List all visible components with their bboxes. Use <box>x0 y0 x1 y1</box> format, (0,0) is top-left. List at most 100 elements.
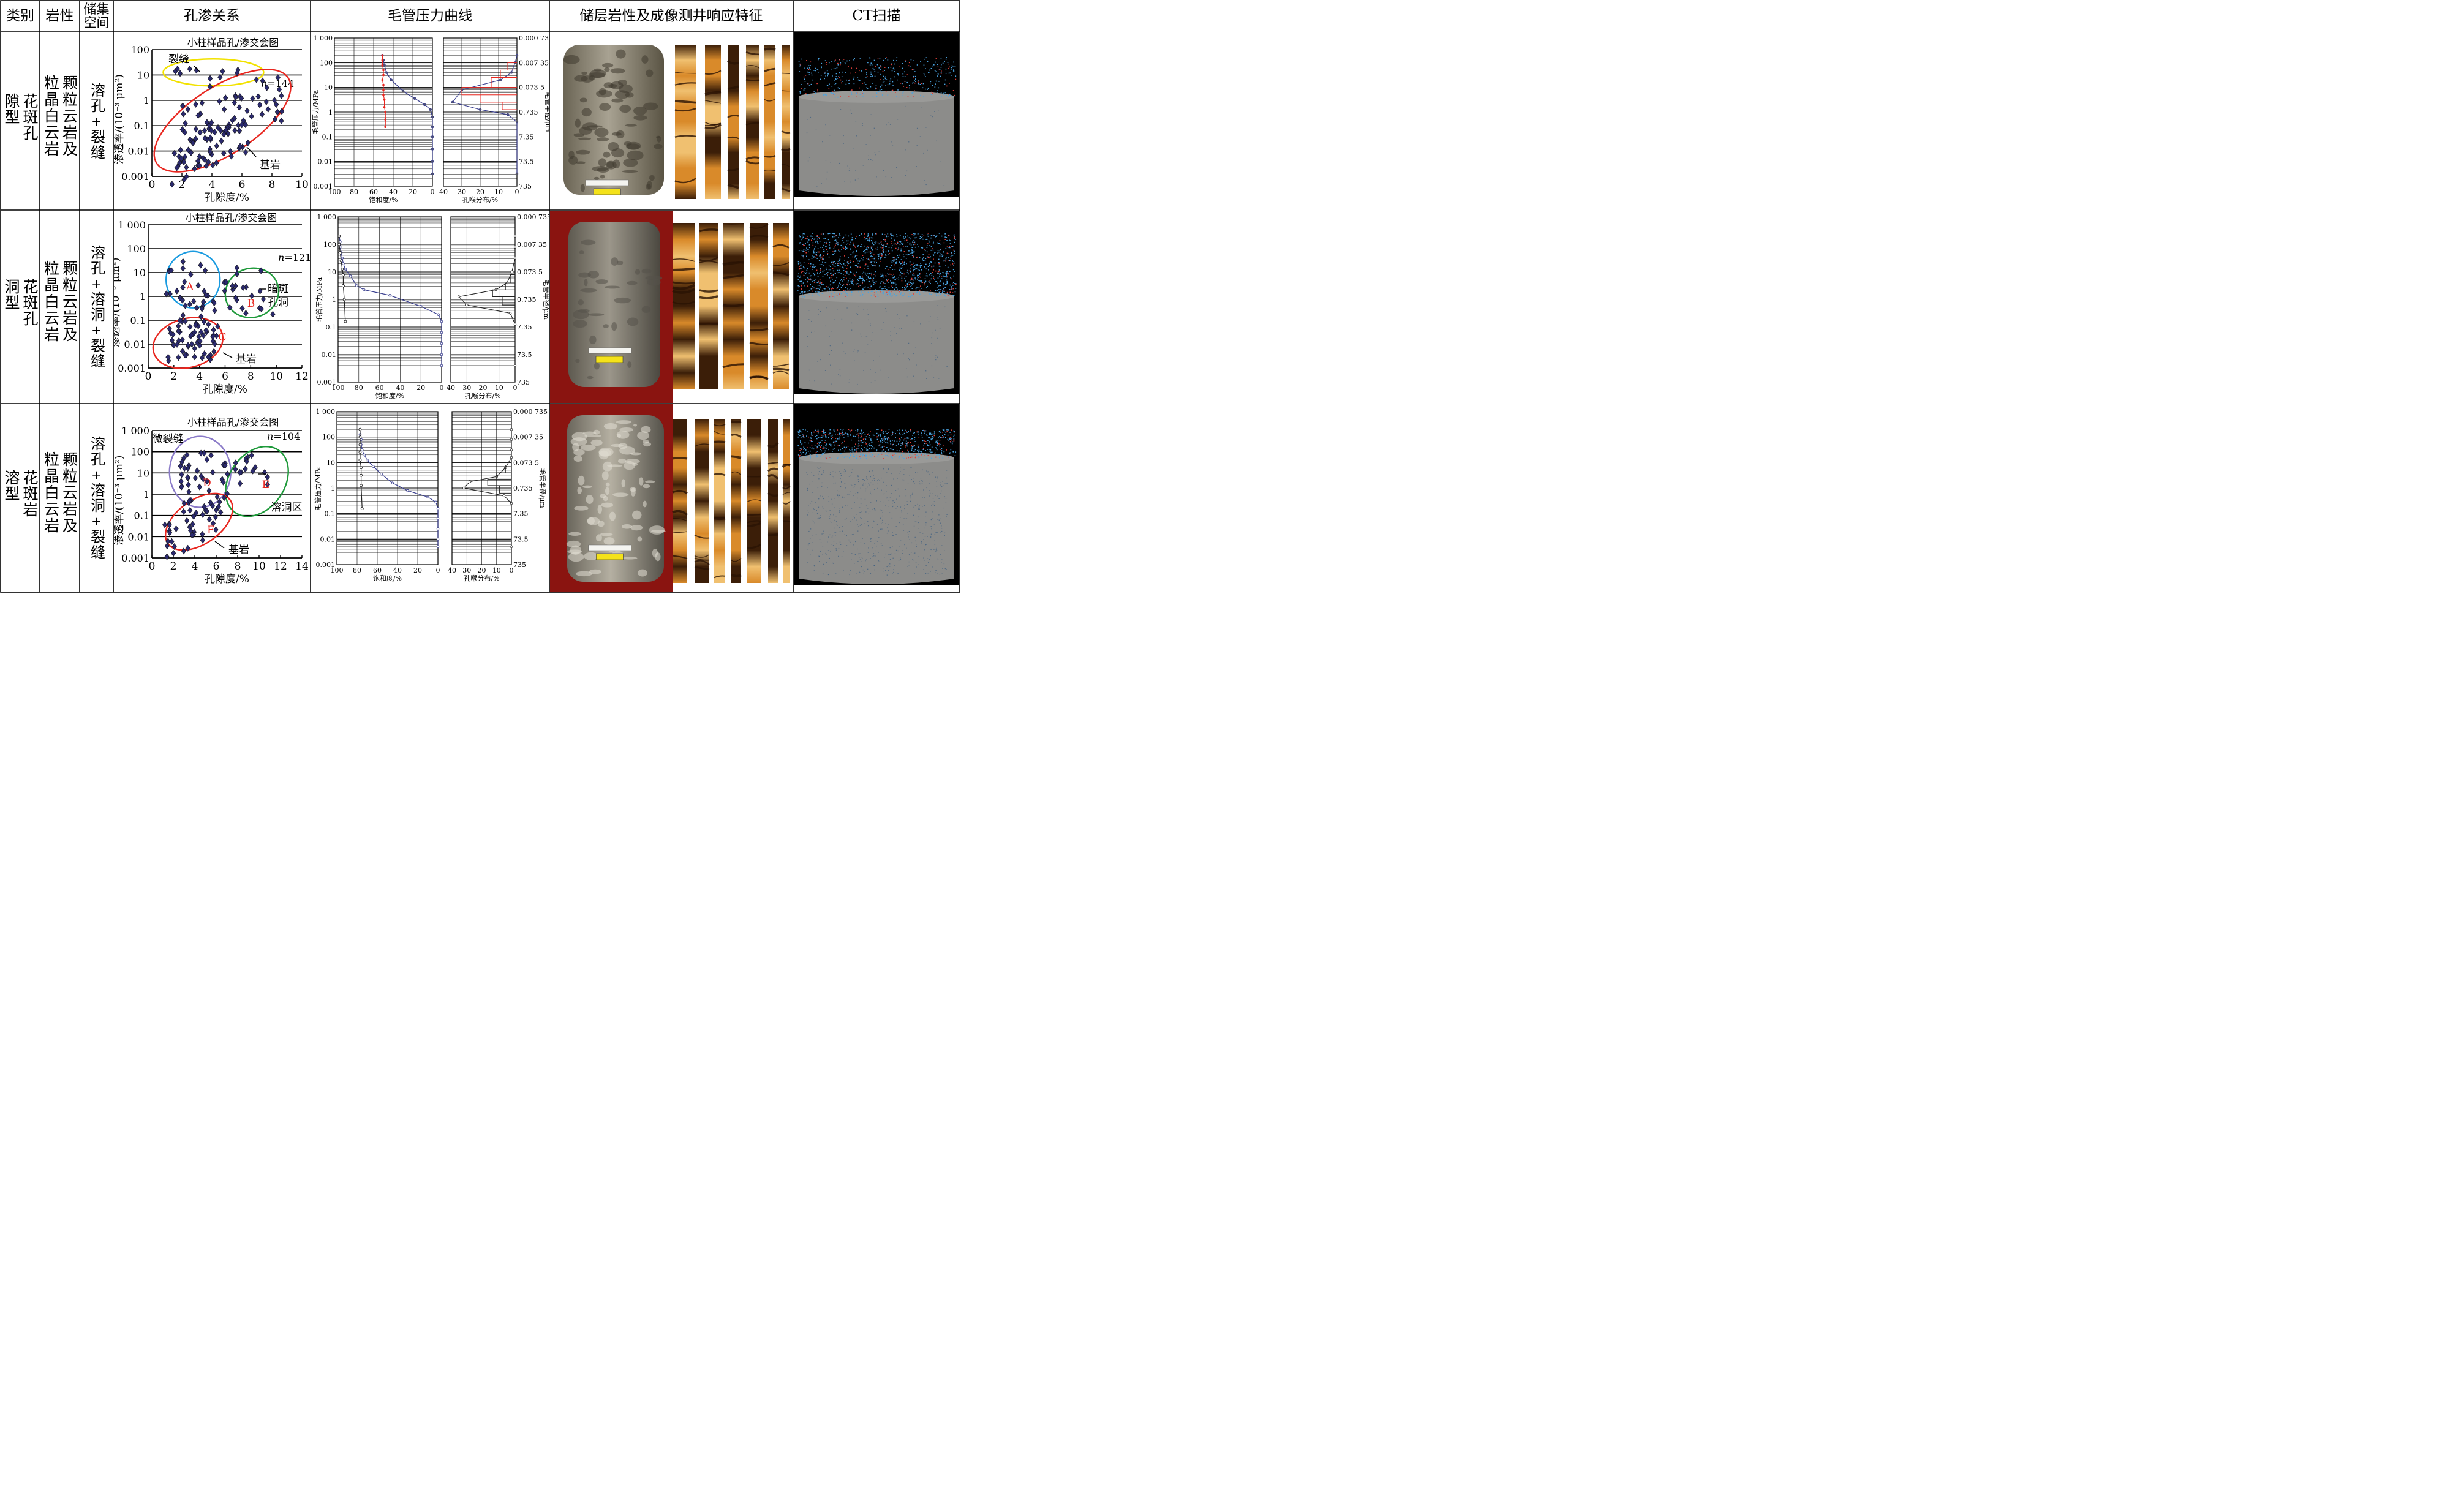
pore-voxel <box>880 86 881 88</box>
ct-lower-bg <box>794 197 959 209</box>
pore-voxel <box>845 246 846 247</box>
pore-voxel <box>911 247 913 248</box>
pore-voxel <box>933 277 935 279</box>
pore-voxel <box>856 92 858 94</box>
core-mottle <box>573 455 582 462</box>
pore-voxel <box>909 242 911 244</box>
data-point <box>233 94 239 101</box>
pore-voxel <box>872 265 873 266</box>
injection-point <box>429 108 432 111</box>
withdrawal-point <box>360 473 363 477</box>
pore-voxel <box>905 279 906 281</box>
pore-voxel <box>882 432 884 433</box>
pore-voxel <box>896 288 898 290</box>
data-point <box>225 130 231 137</box>
pore-voxel <box>907 285 908 287</box>
inner-voxel <box>807 487 809 489</box>
pore-voxel <box>829 284 831 286</box>
pore-voxel <box>831 61 832 62</box>
pore-voxel <box>886 279 887 281</box>
pore-voxel <box>866 275 867 276</box>
pore-voxel <box>916 265 918 266</box>
pore-voxel <box>948 96 949 97</box>
data-point <box>243 465 248 473</box>
withdrawal-point <box>383 98 386 101</box>
pore-voxel <box>804 88 806 89</box>
pore-voxel <box>810 439 812 441</box>
pore-voxel <box>932 92 933 94</box>
pore-voxel <box>921 247 922 249</box>
pore-voxel <box>917 278 918 280</box>
log-feature <box>767 461 778 465</box>
pore-voxel <box>946 239 948 241</box>
pore-voxel <box>908 250 910 252</box>
pore-voxel <box>859 277 861 279</box>
x-tick-label: 8 <box>247 370 254 383</box>
core-mottle <box>649 175 655 181</box>
data-point <box>239 305 245 312</box>
pore-voxel <box>840 279 842 280</box>
log-feature <box>731 573 742 577</box>
pore-voxel <box>916 291 918 292</box>
pore-voxel <box>892 273 894 275</box>
pore-voxel <box>948 293 950 295</box>
pore-voxel <box>880 241 882 243</box>
pore-voxel <box>889 253 891 254</box>
pore-voxel <box>899 261 900 263</box>
ct-lower-bg <box>794 394 959 403</box>
inner-voxel <box>895 526 897 527</box>
pore-voxel <box>901 277 903 279</box>
pore-voxel <box>892 443 894 445</box>
throat-histogram <box>461 62 517 110</box>
pore-voxel <box>828 88 830 89</box>
inner-voxel <box>870 558 871 559</box>
pore-voxel <box>942 432 943 433</box>
pore-voxel <box>812 293 813 294</box>
pore-voxel <box>867 445 868 447</box>
pore-voxel <box>799 243 801 245</box>
data-point <box>257 101 263 108</box>
pore-voxel <box>937 64 938 66</box>
pore-voxel <box>811 445 813 447</box>
inner-voxel <box>844 483 845 484</box>
zone-label: C <box>218 331 226 344</box>
throat-point <box>513 246 517 249</box>
inner-voxel <box>888 570 889 571</box>
pore-voxel <box>823 265 824 266</box>
inner-voxel <box>864 480 865 481</box>
pore-voxel <box>846 247 848 249</box>
pore-voxel <box>856 448 858 449</box>
pore-voxel <box>807 280 808 282</box>
data-point <box>209 502 216 510</box>
pore-voxel <box>884 268 886 269</box>
pore-voxel <box>922 440 924 442</box>
inner-voxel <box>889 554 891 555</box>
pore-voxel <box>942 62 944 64</box>
pore-voxel <box>888 250 889 252</box>
pore-voxel <box>850 72 851 74</box>
data-point <box>189 340 195 348</box>
data-point <box>165 353 171 361</box>
pore-voxel <box>853 251 854 252</box>
pore-voxel <box>935 290 937 291</box>
pore-voxel <box>922 254 924 255</box>
pore-voxel <box>884 451 886 453</box>
core-mottle <box>563 55 580 64</box>
pore-voxel <box>839 59 840 61</box>
pore-voxel <box>891 448 892 450</box>
data-point <box>180 284 186 291</box>
data-point <box>240 284 246 291</box>
pore-voxel <box>955 239 957 240</box>
data-point <box>190 139 196 146</box>
pore-voxel <box>952 283 953 285</box>
pore-voxel <box>887 438 888 440</box>
inner-voxel <box>851 485 853 486</box>
pore-voxel <box>914 449 916 451</box>
pore-voxel <box>921 234 923 235</box>
pore-voxel <box>892 440 893 442</box>
log-feature <box>731 557 742 562</box>
inner-voxel <box>864 543 865 544</box>
radius-tick-label: 735 <box>513 561 526 569</box>
core-mottle <box>622 557 638 560</box>
pore-voxel <box>918 287 920 288</box>
